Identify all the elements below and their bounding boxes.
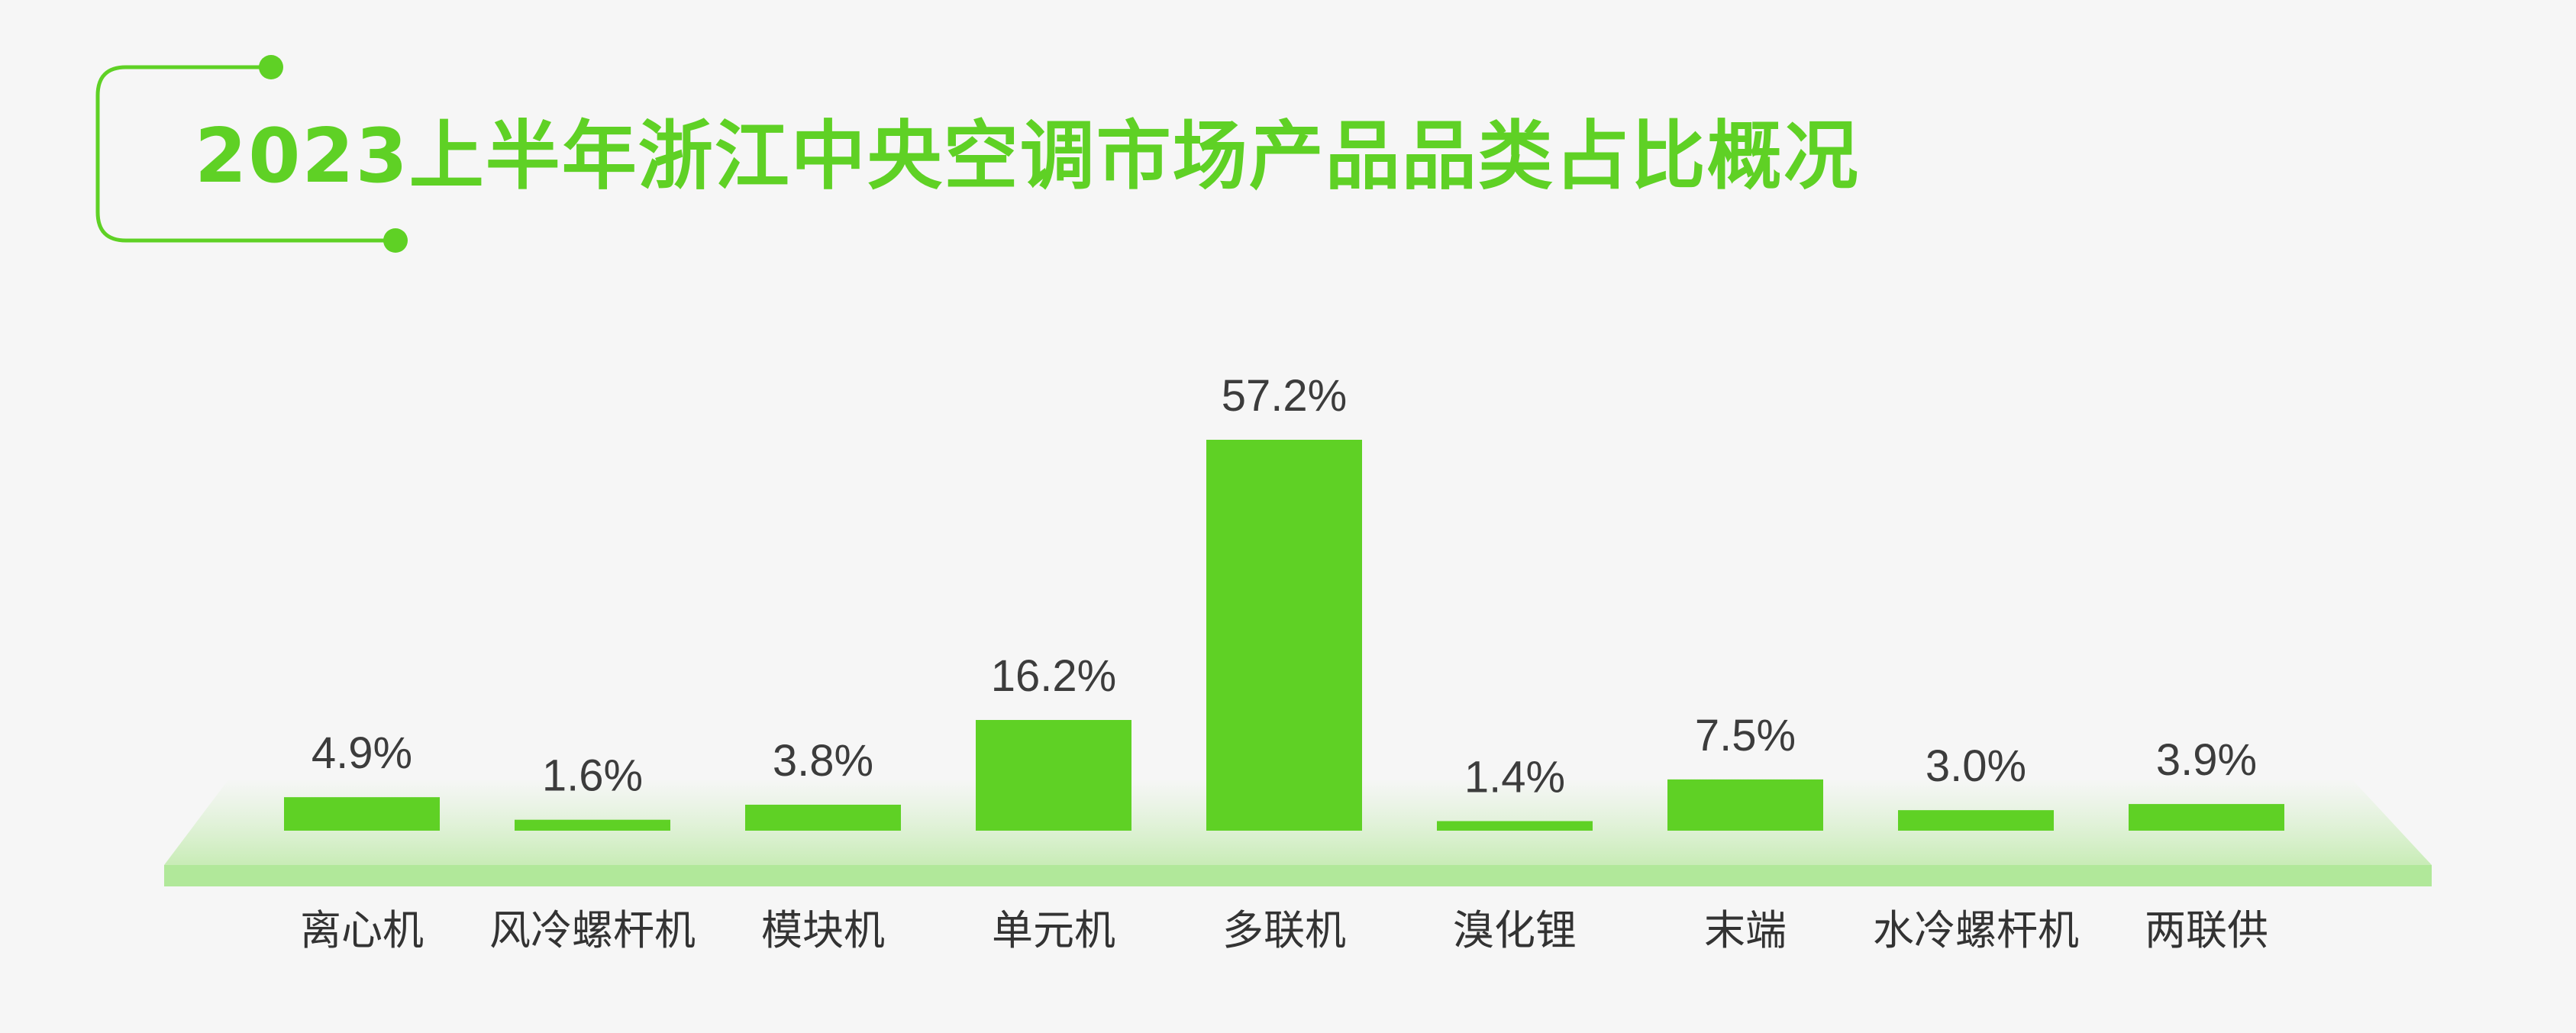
- category-label-8: 水冷螺杆机: [1873, 906, 2079, 954]
- value-label-8: 3.0%: [1926, 741, 2026, 791]
- category-label-1: 离心机: [300, 906, 424, 954]
- category-label-5: 多联机: [1222, 906, 1346, 954]
- bar-5: [1206, 440, 1362, 831]
- category-label-3: 模块机: [761, 906, 885, 954]
- value-label-5: 57.2%: [1222, 371, 1347, 421]
- value-label-2: 1.6%: [542, 751, 643, 801]
- value-label-6: 1.4%: [1464, 752, 1565, 802]
- bar-1: [284, 797, 440, 831]
- bar-8: [1898, 810, 2054, 831]
- chart-title: 2023上半年浙江中央空调市场产品品类占比概况: [195, 113, 1860, 200]
- value-label-9: 3.9%: [2156, 735, 2257, 785]
- category-labels-layer: 离心机 风冷螺杆机 模块机 单元机 多联机 溴化锂 末端 水冷螺杆机 两联供: [300, 906, 2268, 954]
- bar-7: [1667, 779, 1823, 831]
- category-label-9: 两联供: [2145, 906, 2268, 954]
- category-label-7: 末端: [1704, 906, 1787, 954]
- bar-3: [745, 804, 901, 831]
- value-label-1: 4.9%: [312, 728, 412, 778]
- platform-base: [164, 865, 2432, 886]
- category-label-2: 风冷螺杆机: [489, 906, 696, 954]
- value-label-4: 16.2%: [991, 651, 1116, 701]
- value-label-3: 3.8%: [773, 736, 873, 786]
- bar-2: [515, 819, 670, 831]
- title-bracket-line: [95, 65, 395, 243]
- category-label-4: 单元机: [992, 906, 1115, 954]
- bar-4: [976, 719, 1131, 831]
- bars-layer: [284, 440, 2284, 831]
- category-label-6: 溴化锂: [1453, 906, 1577, 954]
- title-bracket-dot-top: [259, 55, 283, 79]
- value-label-7: 7.5%: [1695, 711, 1796, 760]
- bar-6: [1437, 821, 1593, 831]
- title-bracket-dot-bottom: [383, 228, 408, 253]
- value-labels-layer: 4.9% 1.6% 3.8% 16.2% 57.2% 1.4% 7.5% 3.0% 3.9%: [312, 371, 2257, 802]
- bar-9: [2129, 804, 2284, 831]
